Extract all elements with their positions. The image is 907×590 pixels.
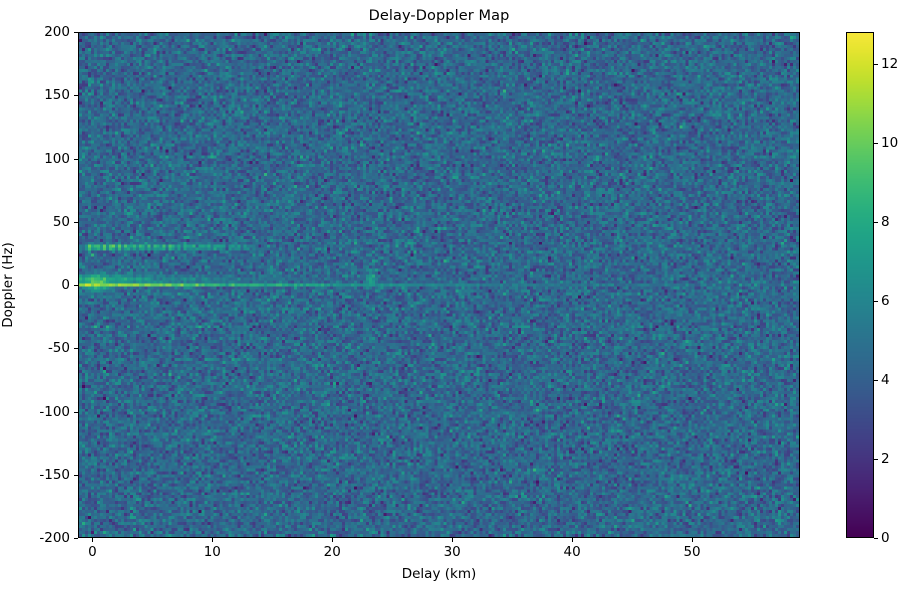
colorbar-tick [874, 221, 878, 223]
page-title: Delay-Doppler Map [368, 8, 510, 24]
x-axis-label: Delay (km) [401, 566, 477, 582]
colorbar-gradient [846, 32, 874, 538]
y-tick [74, 158, 78, 160]
colorbar-tick-label: 12 [881, 55, 899, 72]
y-tick [74, 32, 78, 33]
y-tick [74, 474, 78, 476]
x-tick [332, 538, 334, 542]
x-tick-label: 20 [323, 544, 341, 560]
y-tick-label: 100 [44, 150, 70, 167]
colorbar-tick [874, 300, 878, 302]
y-axis-label: Doppler (Hz) [0, 242, 16, 328]
x-tick [572, 538, 574, 542]
x-tick [452, 538, 454, 542]
colorbar-tick [874, 63, 878, 65]
y-tick [74, 95, 78, 97]
colorbar-tick-label: 6 [881, 292, 890, 309]
plot-area[interactable] [78, 32, 800, 538]
colorbar-tick [874, 538, 878, 539]
delay-doppler-heatmap [79, 33, 799, 537]
y-tick-label: 50 [52, 213, 70, 230]
y-tick-label: 0 [61, 277, 70, 293]
x-tick-label: 10 [203, 544, 221, 560]
y-tick-label: -100 [39, 403, 70, 420]
colorbar-tick-label: 4 [881, 371, 890, 388]
colorbar-tick [874, 458, 878, 460]
colorbar-tick [874, 379, 878, 381]
colorbar-tick-label: 2 [881, 450, 890, 467]
colorbar-tick-label: 10 [881, 134, 899, 151]
y-tick [74, 348, 78, 350]
x-tick-label: 30 [443, 544, 461, 560]
x-tick-label: 40 [563, 544, 581, 560]
colorbar-tick-label: 0 [881, 530, 890, 546]
colorbar-tick-label: 8 [881, 213, 890, 230]
y-tick [74, 285, 78, 286]
colorbar[interactable] [846, 32, 874, 538]
y-tick-label: -150 [39, 466, 70, 483]
y-tick-label: -50 [47, 340, 70, 357]
x-tick-label: 0 [88, 544, 97, 560]
y-tick [74, 538, 78, 539]
x-tick [92, 538, 94, 542]
x-tick [212, 538, 214, 542]
colorbar-tick [874, 142, 878, 144]
x-tick [692, 538, 694, 542]
y-tick [74, 221, 78, 223]
y-tick [74, 411, 78, 413]
y-tick-label: 150 [44, 87, 70, 104]
y-tick-label: 200 [44, 24, 70, 40]
y-tick-label: -200 [39, 530, 70, 546]
x-tick-label: 50 [683, 544, 701, 560]
